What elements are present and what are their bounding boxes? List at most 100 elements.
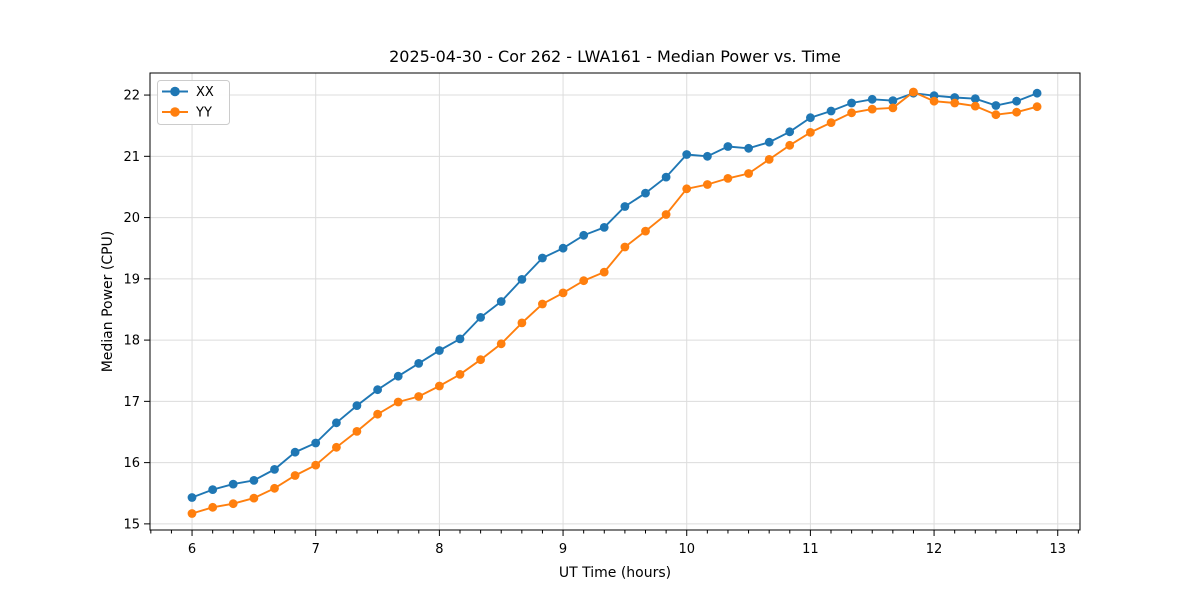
series-XX-marker: [888, 96, 898, 105]
series-YY-marker: [950, 98, 960, 108]
series-XX-marker: [785, 127, 795, 137]
series-XX-marker: [414, 359, 424, 368]
series-YY-marker: [620, 242, 630, 252]
series-YY: [187, 87, 1042, 518]
series-XX-marker: [249, 476, 259, 485]
series-YY-marker: [290, 471, 300, 480]
series-YY-marker: [496, 339, 506, 349]
series-XX-marker: [703, 151, 712, 161]
series-XX-marker: [290, 447, 300, 457]
series-XX-marker: [517, 275, 527, 284]
series-XX-marker: [311, 438, 321, 448]
plot-border: [149, 72, 1081, 531]
y-axis: 15 16 17 18 19 20 21 22: [123, 89, 150, 532]
series-XX-marker: [826, 106, 836, 116]
chart-title: 2025-04-30 - Cor 262 - LWA161 - Median P…: [389, 47, 841, 66]
series-YY-marker: [806, 127, 815, 137]
series-YY-marker: [991, 110, 1001, 120]
series-YY-marker: [208, 502, 218, 512]
series-XX-marker: [455, 334, 465, 344]
series-XX-marker: [208, 485, 218, 494]
series-YY-marker: [228, 499, 238, 509]
y-tick-label: 20: [123, 211, 140, 226]
series-XX-line: [191, 92, 1038, 499]
series-XX-marker: [373, 385, 382, 395]
series-YY-marker: [723, 174, 733, 183]
series-XX-marker: [270, 465, 279, 474]
legend-box: [157, 80, 230, 125]
series-YY-marker: [867, 104, 877, 114]
series-XX-marker: [228, 479, 238, 489]
series-YY-marker: [764, 155, 774, 164]
x-tick-label: 8: [435, 542, 443, 557]
y-tick-label: 17: [123, 395, 140, 410]
series-YY-marker: [517, 318, 527, 328]
x-tick-label: 6: [188, 542, 196, 557]
series-XX-marker: [435, 346, 444, 355]
series-YY-marker: [1012, 107, 1021, 117]
series-XX-marker: [187, 493, 197, 502]
series-YY-line: [191, 90, 1038, 515]
x-tick-label: 7: [312, 542, 320, 557]
legend-marker: [170, 86, 180, 97]
series-XX: [187, 88, 1042, 502]
series-XX-marker: [661, 172, 671, 182]
series-YY-marker: [332, 442, 341, 452]
series-YY-marker: [435, 381, 444, 391]
series-YY-marker: [929, 96, 939, 106]
legend-label: YY: [195, 106, 212, 121]
y-axis-label: Median Power (CPU): [100, 231, 116, 373]
series-YY-marker: [826, 118, 836, 127]
series-YY-marker: [785, 140, 795, 150]
series-XX-marker: [970, 94, 980, 104]
x-tick-label: 12: [926, 542, 943, 557]
legend-label: XX: [196, 85, 214, 100]
x-tick-label: 10: [678, 542, 695, 557]
series-XX-marker: [620, 202, 630, 211]
y-tick-label: 19: [123, 272, 140, 287]
series-XX-marker: [558, 243, 568, 253]
series-XX-marker: [867, 94, 877, 104]
y-tick-label: 22: [123, 89, 140, 104]
x-axis-label: UT Time (hours): [559, 565, 671, 581]
x-tick-label: 13: [1049, 542, 1066, 557]
series-YY-marker: [455, 370, 465, 379]
series-YY-marker: [393, 397, 403, 407]
series-YY-marker: [373, 409, 382, 419]
y-tick-label: 21: [123, 150, 140, 165]
series-YY-marker: [579, 276, 589, 286]
legend-marker: [170, 107, 180, 117]
series-YY-marker: [538, 299, 547, 309]
series-XX-marker: [538, 253, 547, 263]
series-XX-marker: [599, 223, 609, 232]
x-tick-label: 11: [802, 542, 819, 557]
series-YY-marker: [476, 355, 485, 365]
series-YY-marker: [352, 427, 362, 436]
series-XX-marker: [641, 188, 650, 198]
series-XX-marker: [352, 401, 362, 410]
series-YY-marker: [682, 184, 692, 194]
x-tick-label: 9: [559, 542, 567, 557]
series-YY-marker: [888, 103, 898, 113]
y-tick-label: 15: [123, 517, 140, 532]
series-YY-marker: [311, 460, 321, 470]
series-XX-marker: [496, 297, 506, 306]
series-XX-marker: [723, 142, 733, 151]
series-XX-marker: [476, 313, 485, 322]
series-XX-marker: [847, 98, 856, 108]
series-YY-marker: [249, 493, 259, 503]
series-XX-marker: [991, 101, 1001, 110]
legend: XX YY: [157, 80, 230, 125]
series-XX-marker: [1012, 96, 1021, 106]
series-XX-marker: [579, 230, 589, 240]
series-YY-marker: [909, 87, 918, 97]
series-YY-marker: [970, 101, 980, 111]
series-XX-marker: [764, 137, 774, 147]
series-XX-marker: [393, 371, 403, 381]
series-YY-marker: [744, 169, 753, 178]
series-YY-marker: [414, 392, 424, 401]
series-YY-marker: [1032, 102, 1042, 112]
series-YY-marker: [270, 483, 279, 493]
